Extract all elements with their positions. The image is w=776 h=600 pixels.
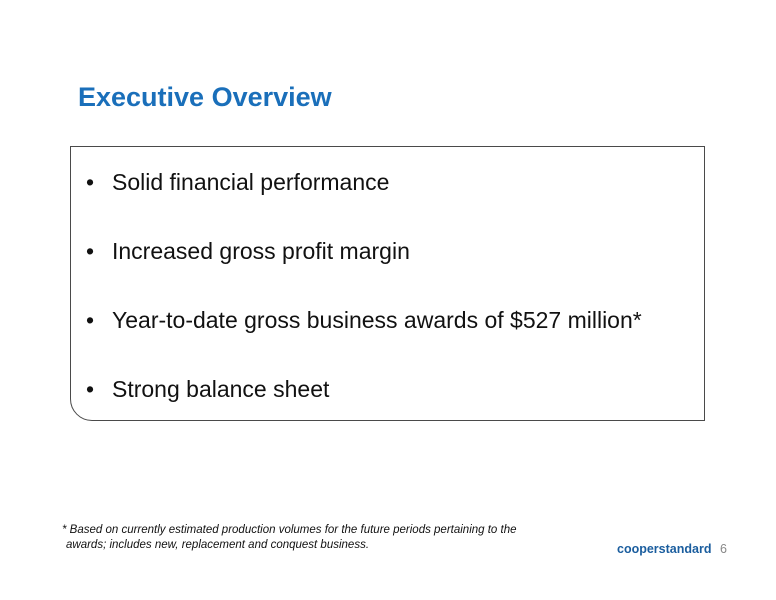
footnote: * Based on currently estimated productio… bbox=[62, 523, 517, 553]
bullet-item: • Strong balance sheet bbox=[86, 376, 329, 403]
bullet-dot-icon: • bbox=[86, 238, 95, 264]
footnote-line-1: * Based on currently estimated productio… bbox=[62, 524, 517, 536]
page-number: 6 bbox=[720, 542, 727, 556]
bullet-box: • Solid financial performance • Increased … bbox=[70, 146, 705, 421]
footnote-line-2: awards; includes new, replacement and co… bbox=[66, 539, 370, 551]
bullet-text: Strong balance sheet bbox=[112, 376, 330, 402]
bullet-item: • Increased gross profit margin bbox=[86, 238, 410, 265]
bullet-dot-icon: • bbox=[86, 376, 95, 402]
bullet-text: Year-to-date gross business awards of $5… bbox=[112, 307, 642, 333]
company-logo: cooperstandard bbox=[617, 542, 712, 556]
bullet-text: Increased gross profit margin bbox=[112, 238, 410, 264]
bullet-text: Solid financial performance bbox=[112, 169, 390, 195]
slide-title: Executive Overview bbox=[78, 82, 332, 112]
bullet-item: • Solid financial performance bbox=[86, 169, 389, 196]
bullet-dot-icon: • bbox=[86, 169, 95, 195]
bullet-item: • Year-to-date gross business awards of $… bbox=[86, 307, 642, 334]
bullet-dot-icon: • bbox=[86, 307, 95, 333]
